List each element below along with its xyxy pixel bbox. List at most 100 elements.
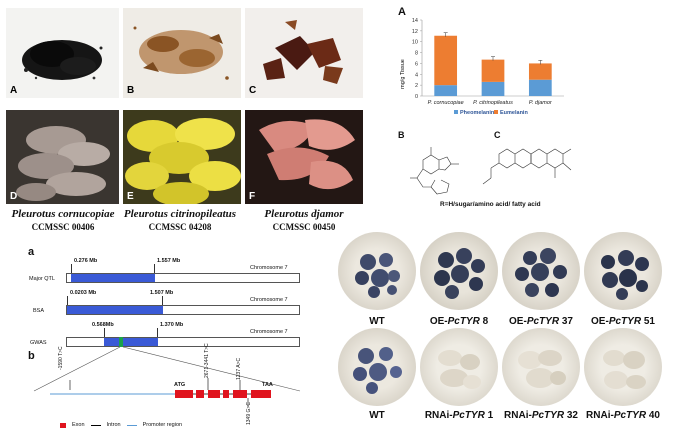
- track-bar-outline: [66, 305, 300, 315]
- dish-label-gene: PcTYR: [447, 316, 480, 327]
- track-name-major-qtl: Major QTL: [29, 276, 55, 282]
- dish-label-prefix: RNAi-: [504, 410, 532, 421]
- bar-segment: [528, 63, 552, 80]
- dish-label-row1: OE-PcTYR 51: [583, 316, 663, 327]
- start-codon-label: ATG: [174, 382, 186, 388]
- bar-segment: [528, 79, 552, 96]
- dish-label-row2: RNAi-PcTYR 32: [501, 410, 581, 421]
- petri-dish-rnai-32: [502, 328, 580, 406]
- intron-swatch: [90, 424, 101, 426]
- track-chrom-label: Chromosome 7: [250, 265, 288, 271]
- bar-segment: [434, 35, 458, 86]
- dish-label-prefix: OE-: [509, 316, 527, 327]
- melanin-bar-chart: mg/g Tissue 0 2 4 6 8 10 12 14 P. cornucopiae P. …: [400, 18, 564, 116]
- photo-label-a: A: [10, 85, 18, 96]
- legend-intron-label: Intron: [106, 422, 121, 428]
- dish-label-row2: WT: [337, 410, 417, 421]
- x-tick-label: P. djamor: [529, 100, 553, 106]
- photo-label-f: F: [249, 191, 256, 202]
- track-start-label: 0.0203 Mb: [70, 290, 97, 296]
- track-name-gwas: GWAS: [30, 340, 47, 346]
- white-mycelium-graphic: [518, 350, 566, 388]
- promoter-swatch: [126, 424, 137, 426]
- legend-swatch: [454, 110, 458, 114]
- variant-label: 1237 A>C: [236, 357, 242, 380]
- dark-mycelium-graphic: [601, 250, 649, 300]
- mapping-letter-a: a: [28, 246, 35, 258]
- photo-label-b: B: [127, 85, 135, 96]
- track-start-label: 0.568Mb: [92, 322, 114, 328]
- grey-mushroom-graphic: [16, 126, 110, 201]
- melanin-structure-drawing: [410, 147, 572, 195]
- bar-segment: [481, 59, 505, 82]
- dish-label-gene: PcTYR: [526, 316, 560, 327]
- dark-mycelium-graphic: [355, 253, 400, 298]
- candidate-gene-marker: [119, 337, 123, 347]
- legend-swatch: [494, 110, 498, 114]
- track-end-label: 1.370 Mb: [160, 322, 184, 328]
- dish-label-row1: OE-PcTYR 37: [501, 316, 581, 327]
- track-region-highlight: [104, 338, 158, 346]
- photo-e-pleurotus-citrinopileatus: E: [123, 110, 241, 204]
- track-start-tick: [104, 328, 105, 337]
- petri-dish-oe-37: [502, 232, 580, 310]
- dish-label-gene: PcTYR: [531, 410, 565, 421]
- track-end-label: 1.557 Mb: [157, 258, 181, 264]
- bar-segment: [481, 81, 505, 96]
- strain-id-1: CCMSSC 00406: [31, 222, 95, 232]
- photo-d-pleurotus-cornucopiae: D: [6, 110, 119, 204]
- y-axis-label: mg/g Tissue: [400, 59, 406, 89]
- strain-id-2: CCMSSC 04208: [148, 222, 212, 232]
- petri-dish-rnai-40: [584, 328, 662, 406]
- y-tick-label: 6: [415, 61, 418, 67]
- dish-label-line: 37: [559, 316, 573, 327]
- dark-flakes-graphic: [263, 20, 343, 84]
- photo-label-e: E: [127, 191, 134, 202]
- dish-label-prefix: WT: [369, 316, 385, 327]
- petri-dish-rnai-1: [420, 328, 498, 406]
- white-mycelium-graphic: [438, 350, 481, 389]
- legend-exon-label: Exon: [72, 422, 85, 428]
- photo-label-d: D: [10, 191, 18, 202]
- dish-label-prefix: OE-: [429, 316, 448, 327]
- photo-label-c: C: [249, 85, 257, 96]
- exon-swatch: [60, 422, 66, 428]
- y-tick-label: 10: [412, 40, 418, 46]
- dish-label-line: 32: [564, 410, 578, 421]
- dish-label-prefix: OE-: [591, 316, 609, 327]
- structure-caption: R=H/sugar/amino acid/ fatty acid: [440, 201, 541, 208]
- track-region-highlight: [71, 274, 155, 282]
- variant-label: 2671-3441 T>C: [204, 343, 210, 378]
- track-region-highlight: [67, 306, 163, 314]
- y-tick-label: 0: [415, 94, 418, 100]
- track-start-tick: [71, 264, 72, 273]
- dish-label-row1: WT: [337, 316, 417, 327]
- dish-label-prefix: RNAi-: [586, 410, 614, 421]
- track-chrom-label: Chromosome 7: [250, 329, 288, 335]
- y-tick-label: 8: [415, 51, 418, 57]
- black-powder-graphic: [22, 40, 103, 80]
- photo-c-melanin-flakes: C: [245, 8, 363, 98]
- dish-label-row2: RNAi-PcTYR 40: [583, 410, 663, 421]
- legend-promoter-label: Promoter region: [142, 422, 183, 428]
- yellow-mushroom-graphic: [125, 118, 241, 204]
- dish-label-line: 1: [484, 410, 494, 421]
- gene-structure-diagram: [33, 346, 301, 406]
- y-tick-label: 12: [412, 29, 418, 35]
- dish-label-line: 51: [641, 316, 655, 327]
- dish-label-row1: OE-PcTYR 8: [419, 316, 499, 327]
- photo-a-melanin-powder: A: [6, 8, 119, 98]
- species-name-1: Pleurotus cornucopiae: [11, 208, 115, 220]
- dark-mycelium-graphic: [434, 248, 485, 299]
- petri-dish-wt-row2: [338, 328, 416, 406]
- legend-label: Eumelanin: [500, 110, 528, 116]
- structure-letter-c: C: [494, 130, 501, 140]
- y-tick-label: 4: [415, 72, 418, 78]
- track-start-label: 0.276 Mb: [74, 258, 98, 264]
- track-end-tick: [157, 328, 158, 337]
- y-tick-label: 14: [412, 18, 418, 24]
- track-end-tick: [154, 264, 155, 273]
- photo-b-melanin-flakes: B: [123, 8, 241, 98]
- brown-flakes-graphic: [133, 26, 229, 80]
- gene-legend: Exon Intron Promoter region: [60, 422, 182, 428]
